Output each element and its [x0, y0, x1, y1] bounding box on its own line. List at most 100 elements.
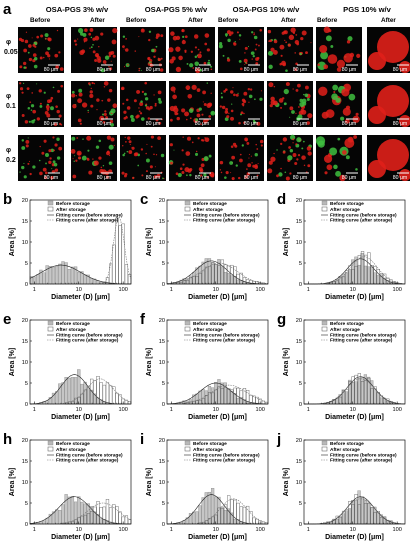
droplet [254, 152, 258, 157]
droplet [56, 109, 60, 114]
droplet [327, 54, 338, 64]
droplet [342, 107, 351, 116]
legend-swatch-after [184, 206, 191, 212]
droplet [252, 54, 255, 58]
scale-bar-label: 80 μm [146, 67, 161, 73]
droplet [150, 135, 155, 139]
droplet [89, 84, 91, 86]
panel-label-c: c [140, 191, 148, 208]
scale-bar-label: 80 μm [97, 175, 112, 181]
droplet [108, 144, 114, 150]
scale-bar-label: 80 μm [195, 67, 210, 73]
droplet [210, 68, 213, 71]
x-tick-label: 10 [213, 527, 219, 533]
droplet [342, 150, 347, 155]
droplet [253, 35, 258, 40]
droplet [157, 97, 162, 101]
droplet [368, 160, 386, 178]
histogram-e: e 0 5 10 15 20 1 10 100 Diameter (D) [μm] Area [%]… [3, 311, 132, 421]
droplet [238, 59, 242, 63]
droplet [92, 158, 94, 160]
micrograph: 80 μm [70, 135, 117, 181]
x-axis-label: Diameter (D) [μm] [188, 534, 247, 541]
droplet [87, 109, 89, 112]
fit-curve-before [166, 260, 269, 285]
y-tick-label: 15 [296, 219, 302, 225]
droplet [297, 153, 301, 157]
y-tick-label: 10 [22, 360, 28, 366]
panel-label-h: h [3, 431, 12, 448]
droplet [296, 137, 302, 143]
x-tick-label: 100 [119, 287, 128, 293]
droplet [268, 82, 274, 88]
droplet [45, 51, 49, 56]
droplet [224, 88, 228, 92]
legend-after: After storage [193, 207, 223, 213]
droplet [102, 165, 105, 167]
droplet [239, 158, 243, 163]
y-tick-label: 5 [299, 501, 302, 507]
droplet [56, 156, 61, 160]
droplet [50, 148, 55, 153]
droplet [32, 44, 36, 47]
scale-bar-label: 80 μm [44, 175, 59, 181]
droplet [81, 155, 87, 161]
droplet [204, 137, 206, 139]
droplet [100, 166, 103, 169]
droplet [292, 142, 294, 144]
droplet [254, 98, 256, 101]
bar-before-storage [188, 513, 193, 525]
droplet [87, 149, 90, 152]
droplet [98, 139, 102, 143]
x-tick-label: 10 [350, 527, 356, 533]
droplet [289, 172, 292, 175]
y-axis-label: Area [%] [9, 228, 16, 256]
droplet [108, 54, 111, 58]
x-tick-label: 10 [76, 407, 82, 413]
droplet [78, 88, 83, 93]
droplet [231, 155, 236, 160]
droplet [233, 93, 236, 97]
fit-curve-after [166, 262, 269, 285]
x-tick-label: 100 [393, 407, 402, 413]
bar-before-storage [64, 494, 68, 525]
droplet [172, 35, 178, 41]
droplet [325, 109, 335, 118]
droplet [130, 118, 135, 122]
droplet [292, 31, 296, 35]
droplet [289, 116, 291, 118]
droplet [231, 103, 233, 105]
micrograph: 80 μm [316, 81, 362, 127]
legend-after: After storage [330, 447, 360, 453]
droplet [291, 110, 295, 114]
x-tick-label: 100 [256, 287, 265, 293]
droplet [336, 67, 342, 72]
droplet [27, 162, 30, 165]
panel-label-b: b [3, 191, 12, 208]
droplet [187, 93, 193, 99]
droplet [307, 151, 312, 156]
legend-after: After storage [56, 327, 86, 333]
histogram-g: g 0 5 10 15 20 1 10 100 Diameter (D) [μm] Area [%]… [277, 311, 406, 421]
droplet [254, 164, 258, 168]
y-tick-label: 0 [162, 402, 165, 408]
bar-before-storage [58, 510, 62, 525]
droplet [256, 56, 260, 60]
fit-curve-after [304, 378, 406, 405]
droplet [160, 153, 165, 158]
y-axis-label: Area [%] [283, 468, 290, 496]
droplet [269, 39, 273, 43]
before-label-3: Before [218, 17, 239, 24]
droplet [295, 88, 299, 92]
droplet [287, 160, 289, 162]
droplet [51, 168, 53, 170]
droplet [235, 164, 238, 167]
droplet [377, 139, 409, 171]
droplet [278, 172, 283, 177]
droplet [355, 168, 358, 171]
y-tick-label: 15 [159, 339, 165, 345]
x-tick-label: 10 [350, 287, 356, 293]
scale-bar-label: 80 μm [244, 175, 259, 181]
droplet [251, 58, 253, 60]
droplet [94, 35, 100, 41]
